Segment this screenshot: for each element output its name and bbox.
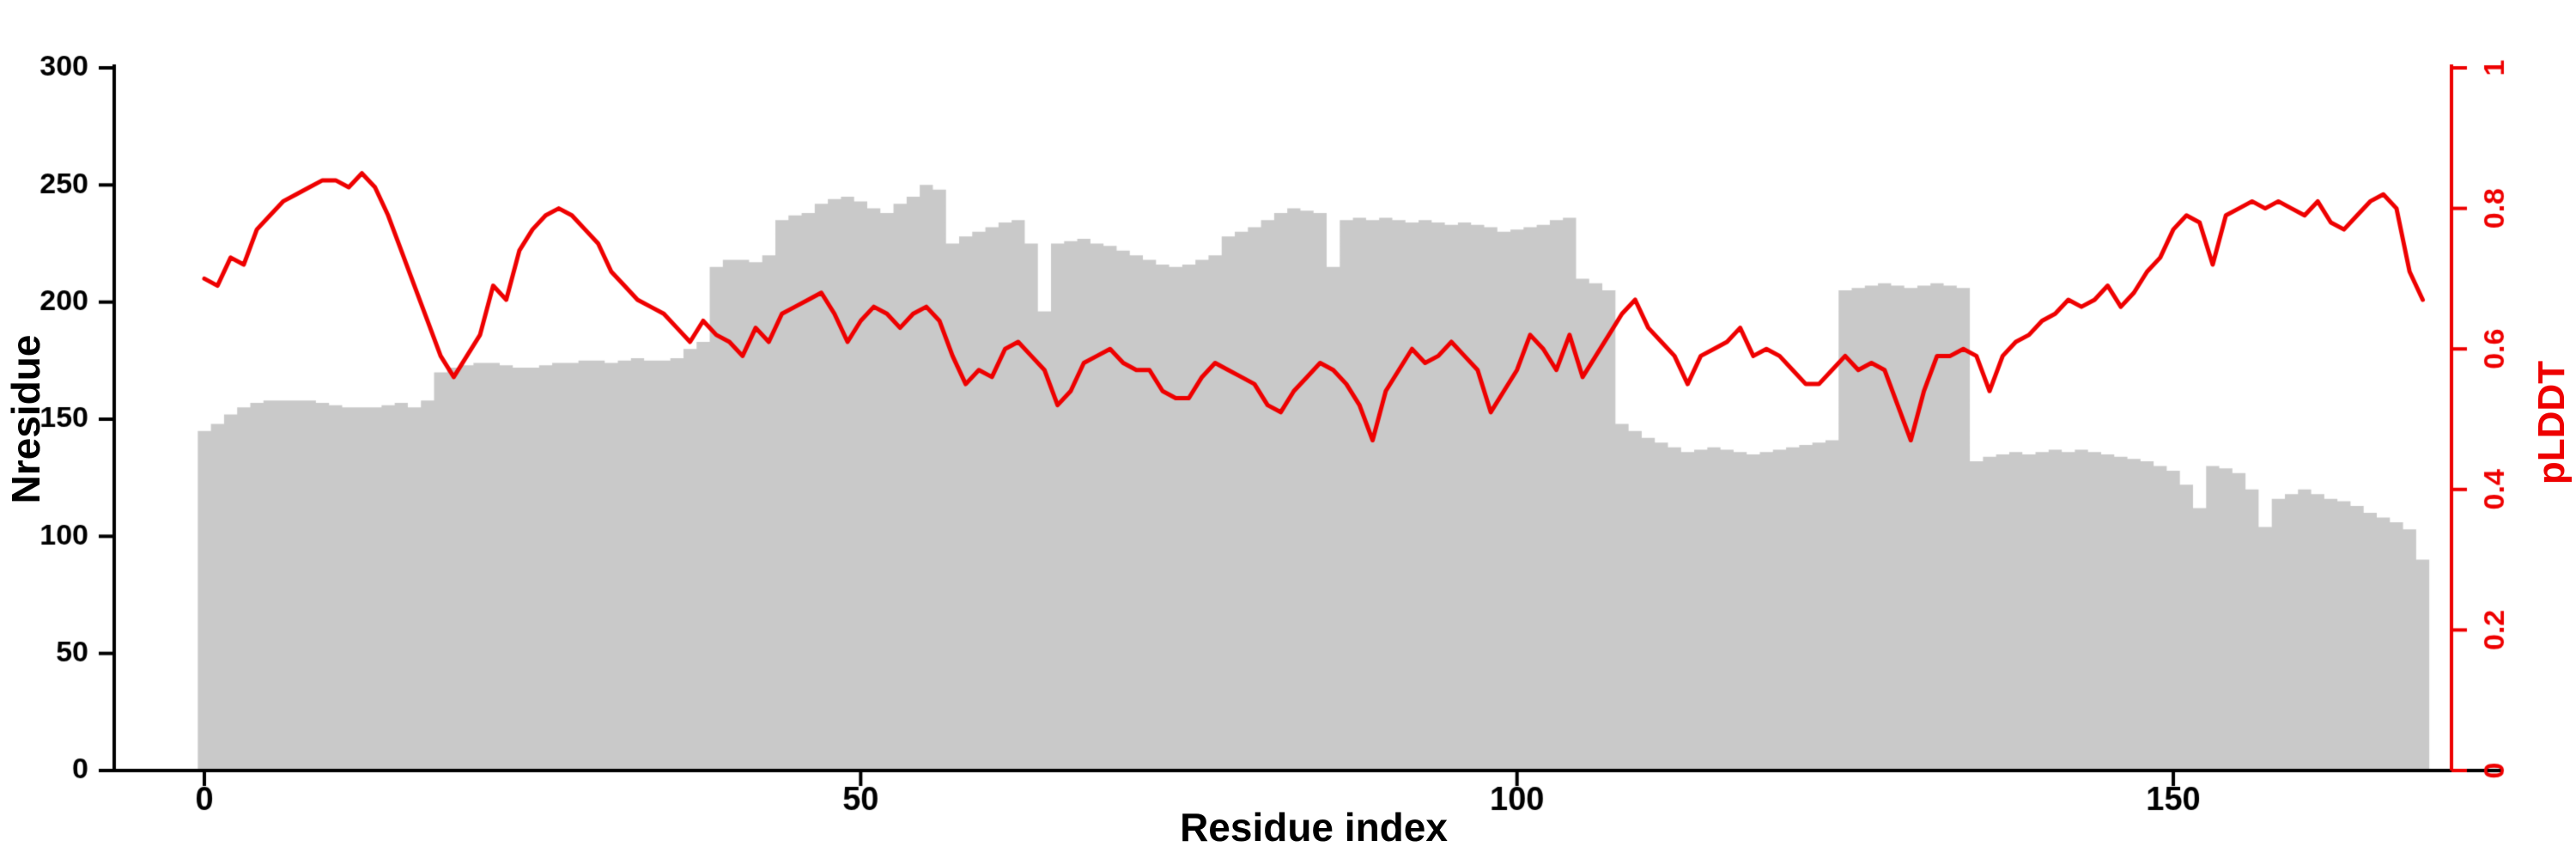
left-axis-title: Nresidue (3, 334, 48, 504)
x-axis-title: Residue index (1180, 805, 1448, 850)
right-axis-title: pLDDT (2530, 360, 2573, 485)
